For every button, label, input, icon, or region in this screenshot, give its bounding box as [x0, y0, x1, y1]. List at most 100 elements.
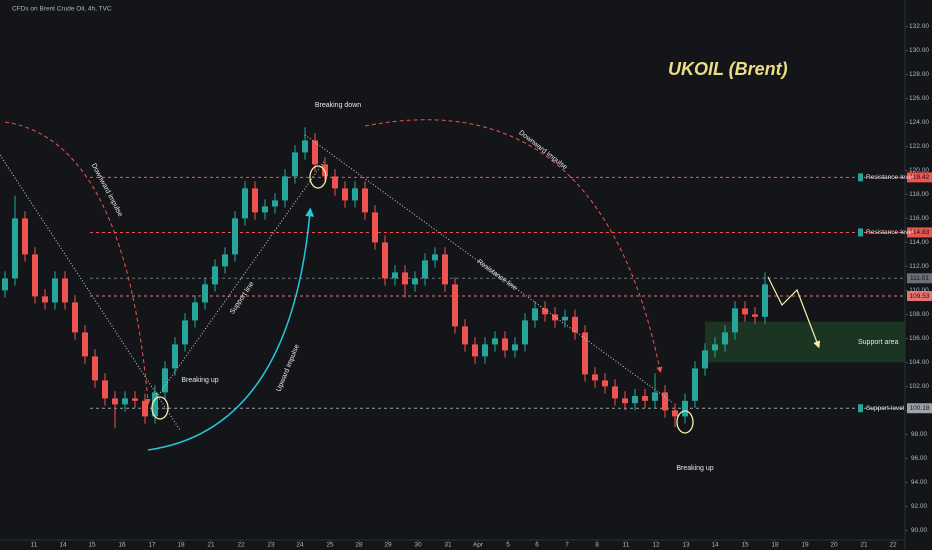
y-tick-label: 114.00	[909, 239, 929, 246]
candle-body	[612, 386, 618, 399]
y-tick-label: 104.00	[909, 359, 929, 366]
candle-body	[312, 140, 318, 165]
candle-body	[382, 242, 388, 279]
x-tick-label: 22	[237, 542, 245, 549]
y-tick-label: 100.00	[909, 407, 929, 414]
candle-body	[112, 398, 118, 405]
highlight-circle	[309, 165, 327, 189]
candle-body	[402, 272, 408, 285]
support-area	[705, 321, 905, 363]
x-tick-label: 30	[414, 542, 422, 549]
level-marker	[858, 173, 863, 182]
candle-body	[342, 188, 348, 201]
y-tick-label: 120.00	[909, 167, 929, 174]
y-tick-label: 106.00	[909, 335, 929, 342]
x-tick-label: 28	[355, 542, 363, 549]
x-tick-label: 23	[267, 542, 275, 549]
candle-body	[232, 218, 238, 255]
x-tick-label: 15	[88, 542, 96, 549]
candle-body	[12, 218, 18, 279]
candle-body	[302, 140, 308, 153]
impulse-arc	[4, 121, 151, 405]
y-tick-label: 108.00	[909, 311, 929, 318]
candle-body	[732, 308, 738, 333]
candle-body	[332, 176, 338, 189]
trend-line	[0, 154, 181, 431]
y-tick-label: 98.00	[911, 431, 928, 438]
x-tick-label: 15	[741, 542, 749, 549]
candle-body	[462, 326, 468, 345]
highlight-circle	[151, 396, 169, 420]
x-tick-label: 18	[771, 542, 779, 549]
candle-body	[432, 254, 438, 261]
impulse-arc	[364, 119, 663, 373]
y-tick-label: 118.00	[909, 191, 929, 198]
candle-body	[2, 278, 8, 291]
candle-body	[692, 368, 698, 401]
candle-body	[172, 344, 178, 369]
y-tick-label: 124.00	[909, 119, 929, 126]
level-marker	[858, 404, 863, 413]
x-tick-label: 7	[565, 542, 569, 549]
price-label-box	[907, 227, 932, 238]
candle-body	[62, 278, 68, 303]
candle-body	[252, 188, 258, 213]
x-tick-label: 16	[118, 542, 126, 549]
x-tick-label: 5	[506, 542, 510, 549]
x-tick-label: 25	[326, 542, 334, 549]
candle-body	[222, 254, 228, 267]
candle-body	[562, 316, 568, 321]
annotation: Breaking up	[676, 465, 713, 472]
y-tick-label: 102.00	[909, 383, 929, 390]
candle-body	[602, 380, 608, 387]
symbol-header: CFDs on Brent Crude Oil, 4h, TVC	[12, 6, 112, 13]
candle-body	[282, 176, 288, 201]
candle-body	[272, 200, 278, 207]
x-tick-label: 14	[711, 542, 719, 549]
y-tick-label: 132.00	[909, 23, 929, 30]
y-tick-label: 92.00	[911, 503, 928, 510]
candle-body	[712, 344, 718, 351]
candle-body	[352, 188, 358, 201]
price-label-box	[907, 291, 932, 302]
candle-body	[242, 188, 248, 219]
y-tick-label: 90.00	[911, 527, 928, 534]
candle-body	[82, 332, 88, 357]
y-tick-label: 110.00	[909, 287, 929, 294]
x-tick-label: 20	[830, 542, 838, 549]
candle-body	[132, 398, 138, 401]
candle-body	[192, 302, 198, 321]
x-tick-label: 29	[384, 542, 392, 549]
projection	[767, 276, 821, 349]
x-tick-label: 21	[207, 542, 215, 549]
annotation: Breaking down	[315, 102, 361, 109]
x-tick-label: Apr	[473, 542, 484, 549]
candle-body	[22, 218, 28, 255]
x-tick-label: 8	[595, 542, 599, 549]
candle-body	[542, 308, 548, 315]
candle-body	[122, 398, 128, 405]
x-tick-label: 22	[889, 542, 897, 549]
candle-body	[72, 302, 78, 333]
candle-body	[632, 396, 638, 404]
price-label: 100.18	[910, 405, 930, 412]
candle-body	[102, 380, 108, 399]
candle-body	[522, 320, 528, 345]
x-tick-label: 13	[682, 542, 690, 549]
candle-body	[92, 356, 98, 381]
candle-body	[512, 344, 518, 351]
candle-body	[592, 374, 598, 381]
candle-body	[672, 410, 678, 417]
x-tick-label: 24	[296, 542, 304, 549]
candle-body	[642, 396, 648, 401]
candle-body	[442, 254, 448, 285]
price-label: 119.42	[910, 174, 930, 181]
candle-body	[162, 368, 168, 393]
candle-body	[492, 338, 498, 345]
candle-body	[472, 344, 478, 357]
candle-body	[52, 278, 58, 303]
candle-body	[622, 398, 628, 404]
candle-body	[182, 320, 188, 345]
